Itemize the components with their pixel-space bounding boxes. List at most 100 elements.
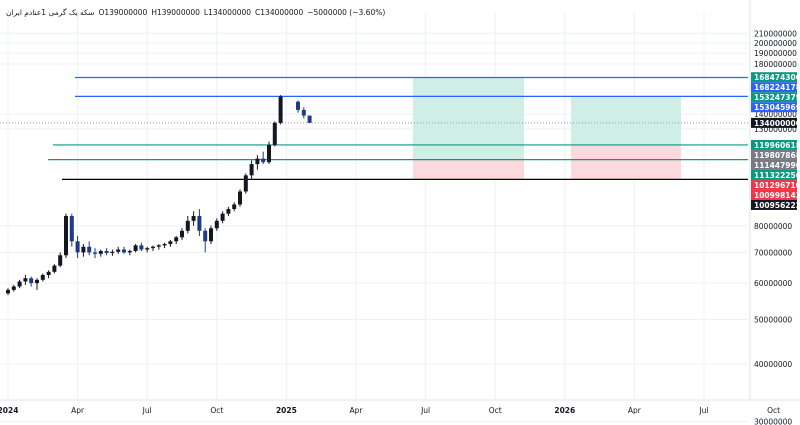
x-tick-label: Apr [628, 406, 642, 415]
candle-body[interactable] [249, 164, 254, 176]
candle-body[interactable] [151, 246, 155, 249]
price-label-box [751, 199, 797, 210]
price-label-box [751, 139, 797, 150]
price-label-text: 134000000 [754, 119, 800, 128]
x-tick-label: Oct [489, 406, 502, 415]
y-tick-label: 210000000 [754, 29, 797, 38]
candle-body[interactable] [209, 228, 213, 242]
symbol-name: سکه یک گرمی 1عنادم ایران [6, 8, 95, 17]
price-label-text: 111447990 [754, 161, 800, 170]
candle-body[interactable] [301, 109, 306, 116]
position-loss-zone[interactable] [571, 145, 681, 180]
candle-body[interactable] [145, 248, 150, 250]
y-tick-label: 40000000 [754, 360, 792, 369]
candle-body[interactable] [307, 115, 312, 123]
candle-body[interactable] [104, 250, 109, 253]
candle-body[interactable] [40, 274, 45, 280]
candle-body[interactable] [139, 245, 144, 250]
candle-body[interactable] [133, 245, 138, 251]
candle-body[interactable] [168, 241, 173, 245]
price-label-box [751, 189, 797, 200]
y-tick-label: 30000000 [754, 417, 792, 425]
candle-body[interactable] [296, 101, 300, 110]
candle-body[interactable] [46, 271, 51, 275]
candle-body[interactable] [93, 252, 97, 254]
candle-body[interactable] [64, 216, 68, 256]
y-tick-label: 130000000 [754, 125, 797, 134]
y-tick-label: 190000000 [754, 49, 797, 58]
price-label-box [751, 92, 797, 103]
candle-body[interactable] [35, 279, 39, 284]
price-label-box [751, 117, 797, 128]
x-tick-label: Jul [142, 406, 152, 415]
candle-body[interactable] [197, 216, 202, 231]
candle-body[interactable] [185, 220, 190, 231]
legend-open: O139000000 [98, 8, 148, 17]
x-tick-label: Oct [210, 406, 223, 415]
candle-body[interactable] [261, 158, 266, 163]
candle-body[interactable] [278, 96, 283, 123]
price-label-text: 119960618 [754, 141, 800, 150]
candle-body[interactable] [87, 246, 92, 253]
candle-body[interactable] [255, 158, 260, 165]
candle-body[interactable] [191, 216, 196, 221]
candle-body[interactable] [6, 289, 10, 294]
candle-body[interactable] [98, 250, 103, 254]
candle-body[interactable] [81, 246, 86, 253]
price-label-text: 119807868 [754, 151, 800, 160]
candle-body[interactable] [203, 230, 208, 242]
candle-body[interactable] [11, 286, 16, 290]
candle-body[interactable] [58, 255, 63, 266]
y-tick-label: 180000000 [754, 60, 797, 69]
position-profit-zone[interactable] [413, 77, 524, 160]
candle-body[interactable] [17, 281, 22, 287]
position-loss-zone[interactable] [413, 159, 524, 180]
candle-body[interactable] [52, 265, 57, 272]
candle-body[interactable] [220, 213, 225, 221]
candle-body[interactable] [267, 144, 271, 163]
price-label-text: 101296710 [754, 181, 800, 190]
legend-change: −5000000 (−3.60%) [307, 8, 386, 17]
candle-body[interactable] [122, 249, 126, 253]
price-label-text: 153045969 [754, 103, 800, 112]
candle-body[interactable] [69, 216, 74, 242]
candle-body[interactable] [162, 244, 167, 246]
candle-body[interactable] [180, 230, 184, 238]
y-tick-label: 60000000 [754, 279, 792, 288]
candle-body[interactable] [127, 250, 132, 253]
ohlc-legend: سکه یک گرمی 1عنادم ایران O139000000 H139… [6, 8, 385, 17]
x-tick-label: 2025 [276, 406, 297, 415]
candle-body[interactable] [110, 251, 115, 253]
price-label-text: 168474300 [754, 73, 800, 82]
price-label-text: 111322256 [754, 171, 800, 180]
candle-body[interactable] [272, 122, 277, 145]
y-tick-label: 50000000 [754, 315, 792, 324]
candle-body[interactable] [243, 175, 248, 192]
y-tick-label: 200000000 [754, 39, 797, 48]
candle-body[interactable] [174, 237, 179, 242]
x-tick-label: Oct [767, 406, 780, 415]
candle-body[interactable] [232, 204, 237, 210]
candle-body[interactable] [214, 220, 219, 229]
candle-body[interactable] [226, 209, 231, 214]
candle-body[interactable] [29, 278, 34, 284]
price-label-box [751, 159, 797, 170]
legend-high: H139000000 [151, 8, 200, 17]
price-label-text: 168224178 [754, 83, 800, 92]
position-profit-zone[interactable] [571, 96, 681, 146]
x-tick-label: Apr [71, 406, 85, 415]
price-label-box [751, 149, 797, 160]
legend-close: C134000000 [255, 8, 304, 17]
candle-body[interactable] [116, 249, 121, 252]
candle-body[interactable] [75, 241, 80, 253]
price-label-box [751, 179, 797, 190]
price-axis[interactable] [750, 0, 800, 425]
candle-body[interactable] [238, 191, 242, 205]
price-label-box [751, 72, 797, 83]
candle-body[interactable] [156, 245, 161, 247]
x-tick-label: 2026 [554, 406, 575, 415]
candle-body[interactable] [23, 278, 28, 282]
price-label-text: 100956222 [754, 201, 800, 210]
